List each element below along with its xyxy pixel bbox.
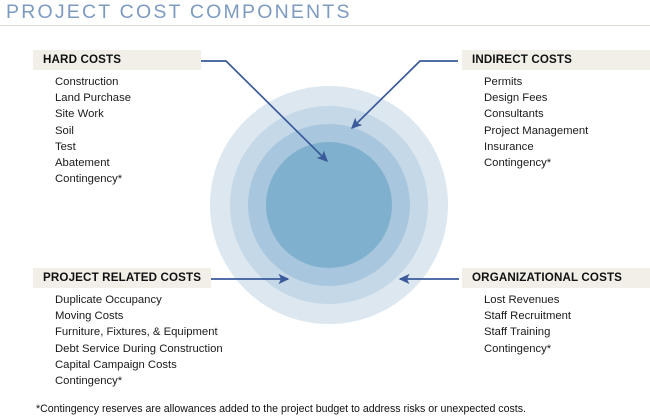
- list-item: Staff Training: [484, 326, 551, 339]
- category-header-indirect-costs: INDIRECT COSTS: [462, 50, 650, 70]
- category-item-list-indirect-costs: Permits Design Fees Consultants Project …: [462, 70, 650, 171]
- list-item: Test: [55, 140, 76, 153]
- indirect-costs-arrow: [351, 60, 458, 129]
- list-item: Staff Recruitment: [484, 310, 572, 323]
- third-ring-circle: [248, 124, 410, 286]
- list-item: Contingency*: [55, 173, 123, 186]
- outer-ring-circle: [210, 86, 448, 324]
- list-item: Contingency*: [484, 157, 552, 170]
- list-item: Soil: [55, 124, 74, 137]
- category-item-list-hard-costs: Construction Land Purchase Site Work Soi…: [33, 70, 201, 187]
- list-item: Moving Costs: [55, 310, 124, 323]
- category-organizational-costs: ORGANIZATIONAL COSTS Lost Revenues Staff…: [462, 268, 650, 357]
- category-header-hard-costs: HARD COSTS: [33, 50, 201, 70]
- list-item: Duplicate Occupancy: [55, 294, 162, 306]
- list-item: Project Management: [484, 124, 589, 137]
- list-item: Abatement: [55, 157, 110, 170]
- list-item: Consultants: [484, 108, 544, 121]
- category-item-list-project-related-costs: Duplicate Occupancy Moving Costs Furnitu…: [33, 288, 223, 389]
- title-divider: [0, 25, 650, 26]
- category-item-list-organizational-costs: Lost Revenues Staff Recruitment Staff Tr…: [462, 288, 650, 357]
- core-circle: [266, 142, 392, 268]
- category-hard-costs: HARD COSTS Construction Land Purchase Si…: [33, 50, 201, 187]
- category-indirect-costs: INDIRECT COSTS Permits Design Fees Consu…: [462, 50, 650, 171]
- page-title: PROJECT COST COMPONENTS: [6, 1, 352, 23]
- category-header-organizational-costs: ORGANIZATIONAL COSTS: [462, 268, 650, 288]
- list-item: Design Fees: [484, 92, 548, 105]
- footnote-text: *Contingency reserves are allowances add…: [36, 403, 526, 415]
- list-item: Site Work: [55, 108, 104, 121]
- list-item: Land Purchase: [55, 92, 131, 105]
- category-header-project-related-costs: PROJECT RELATED COSTS: [33, 268, 211, 288]
- list-item: Construction: [55, 76, 119, 88]
- list-item: Debt Service During Construction: [55, 342, 223, 355]
- list-item: Permits: [484, 76, 523, 88]
- list-item: Contingency*: [55, 375, 123, 388]
- list-item: Insurance: [484, 140, 534, 153]
- list-item: Furniture, Fixtures, & Equipment: [55, 326, 218, 339]
- list-item: Lost Revenues: [484, 294, 560, 306]
- category-project-related-costs: PROJECT RELATED COSTS Duplicate Occupanc…: [33, 268, 223, 389]
- list-item: Capital Campaign Costs: [55, 358, 177, 371]
- second-ring-circle: [230, 106, 428, 304]
- list-item: Contingency*: [484, 342, 552, 355]
